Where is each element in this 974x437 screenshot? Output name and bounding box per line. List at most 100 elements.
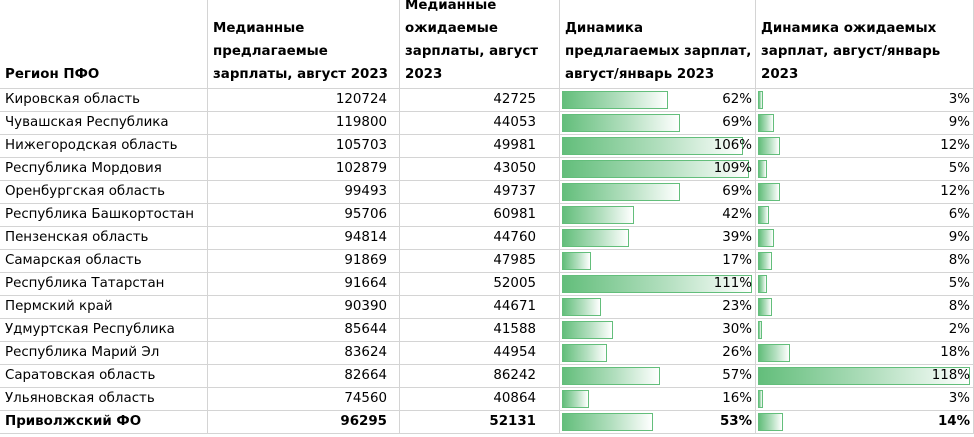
percent-value: 16%: [722, 391, 752, 406]
region-cell[interactable]: Республика Татарстан: [0, 273, 208, 296]
region-cell[interactable]: Самарская область: [0, 250, 208, 273]
region-cell[interactable]: Чувашская Республика: [0, 112, 208, 135]
region-cell[interactable]: Саратовская область: [0, 365, 208, 388]
dynamics-offered-cell[interactable]: 106%: [560, 135, 756, 158]
percent-value: 3%: [948, 391, 970, 406]
dynamics-offered-cell[interactable]: 69%: [560, 112, 756, 135]
data-bar: [562, 321, 613, 339]
offered-salary-cell[interactable]: 91869: [208, 250, 400, 273]
expected-salary-cell[interactable]: 44954: [400, 342, 560, 365]
region-cell[interactable]: Пермский край: [0, 296, 208, 319]
dynamics-offered-cell[interactable]: 23%: [560, 296, 756, 319]
expected-salary-cell[interactable]: 52005: [400, 273, 560, 296]
expected-salary-cell[interactable]: 44053: [400, 112, 560, 135]
dynamics-offered-cell[interactable]: 17%: [560, 250, 756, 273]
data-bar: [562, 344, 607, 362]
region-cell[interactable]: Республика Мордовия: [0, 158, 208, 181]
region-cell[interactable]: Республика Башкортостан: [0, 204, 208, 227]
offered-salary-cell[interactable]: 91664: [208, 273, 400, 296]
region-cell[interactable]: Нижегородская область: [0, 135, 208, 158]
offered-salary-cell[interactable]: 119800: [208, 112, 400, 135]
header-region-label: Регион ПФО: [5, 67, 100, 82]
data-bar: [562, 252, 591, 270]
offered-salary-cell[interactable]: 99493: [208, 181, 400, 204]
dynamics-offered-cell[interactable]: 53%: [560, 411, 756, 434]
table-row: Республика Татарстан 91664 52005 111% 5%: [0, 273, 974, 296]
percent-value: 2%: [948, 322, 970, 337]
dynamics-offered-cell[interactable]: 111%: [560, 273, 756, 296]
region-cell[interactable]: Приволжский ФО: [0, 411, 208, 434]
dynamics-expected-cell[interactable]: 9%: [756, 227, 974, 250]
percent-value: 14%: [937, 414, 970, 429]
dynamics-expected-cell[interactable]: 12%: [756, 135, 974, 158]
dynamics-offered-cell[interactable]: 109%: [560, 158, 756, 181]
expected-salary-cell[interactable]: 44760: [400, 227, 560, 250]
header-expected-line-2: ожидаемые: [405, 21, 498, 36]
expected-salary-cell[interactable]: 52131: [400, 411, 560, 434]
offered-salary-cell[interactable]: 96295: [208, 411, 400, 434]
dynamics-expected-cell[interactable]: 5%: [756, 273, 974, 296]
region-cell[interactable]: Ульяновская область: [0, 388, 208, 411]
expected-salary-cell[interactable]: 43050: [400, 158, 560, 181]
offered-salary-cell[interactable]: 82664: [208, 365, 400, 388]
header-region[interactable]: Регион ПФО: [0, 0, 208, 89]
offered-salary-cell[interactable]: 85644: [208, 319, 400, 342]
dynamics-expected-cell[interactable]: 8%: [756, 250, 974, 273]
expected-salary-cell[interactable]: 86242: [400, 365, 560, 388]
offered-salary-cell[interactable]: 94814: [208, 227, 400, 250]
dynamics-offered-cell[interactable]: 69%: [560, 181, 756, 204]
header-dynamics-offered[interactable]: Динамика предлагаемых зарплат, август/ян…: [560, 0, 756, 89]
expected-salary-cell[interactable]: 42725: [400, 89, 560, 112]
header-offered-salary[interactable]: Медианные предлагаемые зарплаты, август …: [208, 0, 400, 89]
offered-salary-cell[interactable]: 102879: [208, 158, 400, 181]
region-cell[interactable]: Кировская область: [0, 89, 208, 112]
expected-salary-cell[interactable]: 49737: [400, 181, 560, 204]
region-cell[interactable]: Оренбургская область: [0, 181, 208, 204]
dynamics-expected-cell[interactable]: 9%: [756, 112, 974, 135]
header-expected-line-1: Медианные: [405, 0, 497, 13]
offered-salary-cell[interactable]: 105703: [208, 135, 400, 158]
region-cell[interactable]: Пензенская область: [0, 227, 208, 250]
expected-salary-cell[interactable]: 40864: [400, 388, 560, 411]
percent-value: 17%: [722, 253, 752, 268]
dynamics-offered-cell[interactable]: 42%: [560, 204, 756, 227]
dynamics-expected-cell[interactable]: 3%: [756, 388, 974, 411]
offered-salary-cell[interactable]: 83624: [208, 342, 400, 365]
dynamics-expected-cell[interactable]: 12%: [756, 181, 974, 204]
expected-salary-cell[interactable]: 44671: [400, 296, 560, 319]
dynamics-expected-cell[interactable]: 2%: [756, 319, 974, 342]
dynamics-expected-cell[interactable]: 14%: [756, 411, 974, 434]
table-row: Самарская область 91869 47985 17% 8%: [0, 250, 974, 273]
expected-salary-cell[interactable]: 47985: [400, 250, 560, 273]
region-cell[interactable]: Республика Марий Эл: [0, 342, 208, 365]
offered-salary-cell[interactable]: 74560: [208, 388, 400, 411]
dynamics-offered-cell[interactable]: 62%: [560, 89, 756, 112]
expected-salary-cell[interactable]: 60981: [400, 204, 560, 227]
dynamics-expected-cell[interactable]: 3%: [756, 89, 974, 112]
offered-salary-cell[interactable]: 120724: [208, 89, 400, 112]
data-bar: [758, 321, 762, 339]
region-cell[interactable]: Удмуртская Республика: [0, 319, 208, 342]
dynamics-offered-cell[interactable]: 57%: [560, 365, 756, 388]
data-bar: [758, 137, 780, 155]
dynamics-expected-cell[interactable]: 8%: [756, 296, 974, 319]
header-dynamics-expected[interactable]: Динамика ожидаемых зарплат, август/январ…: [756, 0, 974, 89]
dynamics-offered-cell[interactable]: 30%: [560, 319, 756, 342]
expected-salary-cell[interactable]: 49981: [400, 135, 560, 158]
dynamics-expected-cell[interactable]: 6%: [756, 204, 974, 227]
dynamics-offered-cell[interactable]: 16%: [560, 388, 756, 411]
data-bar: [758, 390, 763, 408]
dynamics-expected-cell[interactable]: 118%: [756, 365, 974, 388]
dynamics-expected-cell[interactable]: 18%: [756, 342, 974, 365]
table-row: Пензенская область 94814 44760 39% 9%: [0, 227, 974, 250]
dynamics-offered-cell[interactable]: 26%: [560, 342, 756, 365]
header-dyn-offered-line-2: предлагаемых зарплат,: [565, 44, 752, 59]
percent-value: 26%: [722, 345, 752, 360]
header-expected-salary[interactable]: Медианные ожидаемые зарплаты, август 202…: [400, 0, 560, 89]
dynamics-expected-cell[interactable]: 5%: [756, 158, 974, 181]
offered-salary-cell[interactable]: 90390: [208, 296, 400, 319]
data-bar: [758, 275, 767, 293]
offered-salary-cell[interactable]: 95706: [208, 204, 400, 227]
dynamics-offered-cell[interactable]: 39%: [560, 227, 756, 250]
expected-salary-cell[interactable]: 41588: [400, 319, 560, 342]
